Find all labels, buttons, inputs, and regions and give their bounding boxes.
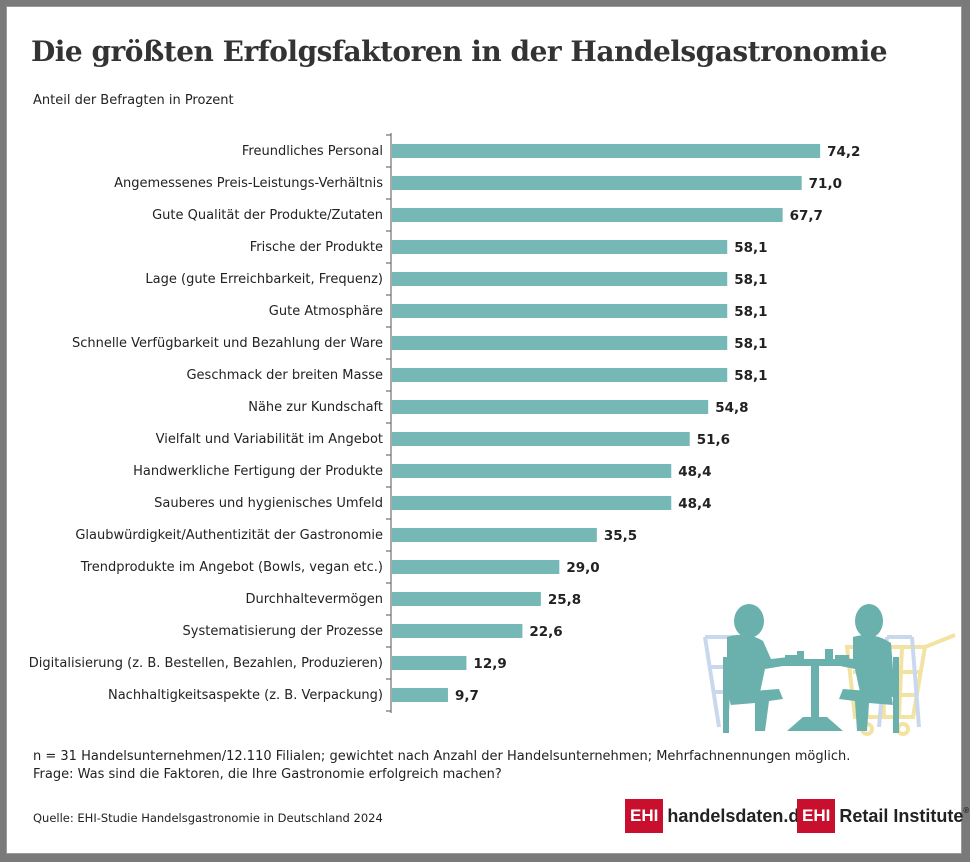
- logo-handelsdaten[interactable]: EHI handelsdaten.de: [625, 799, 809, 833]
- value-label: 58,1: [734, 240, 767, 256]
- logo-retail-institute-text: Retail Institute®: [839, 806, 969, 827]
- value-label: 25,8: [548, 592, 581, 608]
- bar: [392, 240, 728, 254]
- value-label: 58,1: [734, 368, 767, 384]
- category-label: Glaubwürdigkeit/Authentizität der Gastro…: [75, 528, 383, 543]
- category-label: Angemessenes Preis-Leistungs-Verhältnis: [114, 176, 383, 191]
- value-label: 58,1: [734, 336, 767, 352]
- value-label: 48,4: [678, 496, 711, 512]
- category-label: Systematisierung der Prozesse: [183, 624, 383, 639]
- bar-chart: Freundliches Personal 74,2 Angemessenes Pr…: [29, 133, 860, 713]
- bar: [392, 496, 672, 510]
- value-label: 58,1: [734, 304, 767, 320]
- chart-card: Die größten Erfolgsfaktoren in der Hande…: [6, 6, 969, 854]
- cafe-illustration: [703, 604, 956, 736]
- source-note: Quelle: EHI-Studie Handelsgastronomie in…: [33, 811, 383, 825]
- category-label: Nachhaltigkeitsaspekte (z. B. Verpackung…: [108, 688, 383, 703]
- logo-handelsdaten-text: handelsdaten.de: [667, 805, 810, 826]
- bar: [392, 592, 541, 606]
- value-label: 9,7: [455, 688, 479, 704]
- category-label: Trendprodukte im Angebot (Bowls, vegan e…: [80, 560, 383, 575]
- category-label: Vielfalt und Variabilität im Angebot: [156, 432, 383, 447]
- footnote-sample: n = 31 Handelsunternehmen/12.110 Filiale…: [33, 749, 851, 764]
- value-label: 58,1: [734, 272, 767, 288]
- bar: [392, 336, 728, 350]
- bar: [392, 464, 672, 478]
- registered-mark: ®: [963, 805, 970, 815]
- category-label: Gute Atmosphäre: [269, 304, 383, 319]
- category-label: Frische der Produkte: [250, 240, 383, 255]
- value-label: 71,0: [809, 176, 842, 192]
- bar: [392, 624, 523, 638]
- bar: [392, 304, 728, 318]
- category-label: Geschmack der breiten Masse: [186, 368, 383, 383]
- bar: [392, 656, 467, 670]
- value-label: 51,6: [697, 432, 730, 448]
- bar: [392, 432, 690, 446]
- value-label: 35,5: [604, 528, 637, 544]
- category-label: Sauberes und hygienisches Umfeld: [154, 496, 383, 511]
- bar: [392, 560, 560, 574]
- chart-subtitle: Anteil der Befragten in Prozent: [33, 93, 234, 108]
- category-label: Durchhaltevermögen: [245, 592, 383, 607]
- logo-ehi-box: EHI: [625, 799, 664, 833]
- bar: [392, 272, 728, 286]
- value-label: 12,9: [473, 656, 506, 672]
- chart-title: Die größten Erfolgsfaktoren in der Hande…: [31, 35, 888, 68]
- value-label: 48,4: [678, 464, 711, 480]
- category-label: Nähe zur Kundschaft: [248, 400, 383, 415]
- category-label: Schnelle Verfügbarkeit und Bezahlung der…: [72, 336, 383, 351]
- bar: [392, 400, 709, 414]
- value-label: 74,2: [827, 144, 860, 160]
- bar: [392, 144, 821, 158]
- category-label: Freundliches Personal: [242, 144, 383, 159]
- category-label: Gute Qualität der Produkte/Zutaten: [152, 208, 383, 223]
- bar: [392, 688, 448, 702]
- value-label: 22,6: [529, 624, 562, 640]
- bar: [392, 528, 597, 542]
- logo-retail-institute[interactable]: EHI Retail Institute®: [797, 799, 969, 833]
- logo-ehi-box: EHI: [797, 799, 836, 833]
- bar: [392, 368, 728, 382]
- footnote-question: Frage: Was sind die Faktoren, die Ihre G…: [33, 767, 502, 782]
- logo-retail-institute-name: Retail Institute: [839, 805, 964, 826]
- value-label: 54,8: [715, 400, 748, 416]
- category-label: Handwerkliche Fertigung der Produkte: [133, 464, 383, 479]
- value-label: 67,7: [790, 208, 823, 224]
- category-label: Lage (gute Erreichbarkeit, Frequenz): [145, 272, 383, 287]
- value-label: 29,0: [566, 560, 599, 576]
- category-label: Digitalisierung (z. B. Bestellen, Bezahl…: [29, 656, 383, 671]
- bar: [392, 208, 783, 222]
- bar: [392, 176, 802, 190]
